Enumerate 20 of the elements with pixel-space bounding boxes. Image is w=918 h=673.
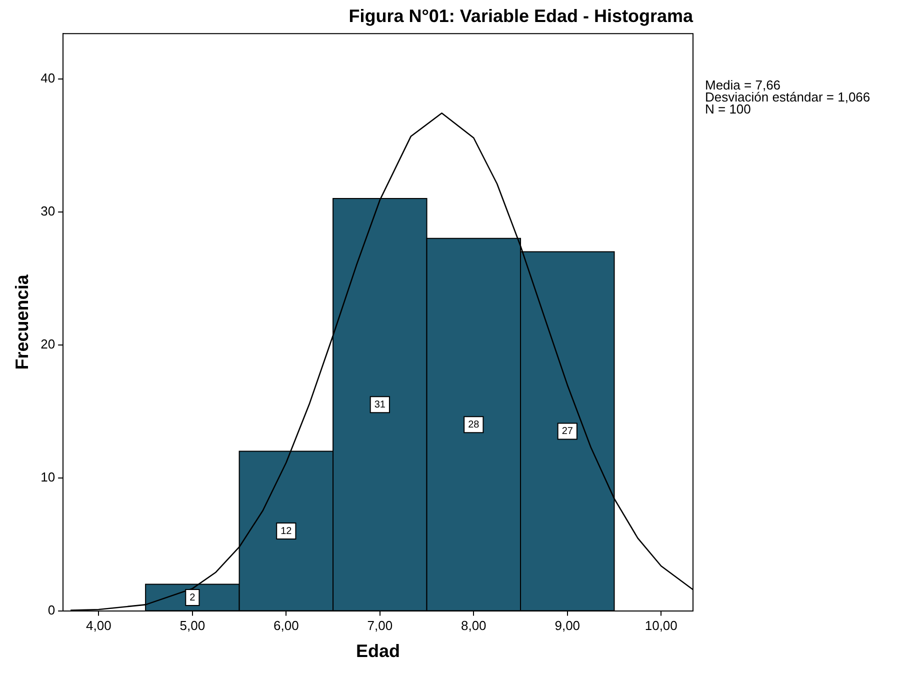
data-label: 31 <box>374 399 386 410</box>
x-tick-label: 4,00 <box>86 618 112 634</box>
x-tick-label: 7,00 <box>367 618 393 634</box>
chart-title: Figura N°01: Variable Edad - Histograma <box>348 6 694 26</box>
data-label: 27 <box>562 426 574 438</box>
x-axis-title: Edad <box>356 641 400 662</box>
x-tick-label: 9,00 <box>554 618 580 634</box>
y-tick-label: 40 <box>40 70 56 86</box>
x-tick-label: 5,00 <box>180 618 206 634</box>
x-tick-label: 6,00 <box>274 618 299 634</box>
y-tick-label: 0 <box>48 602 56 618</box>
y-tick-label: 20 <box>40 336 56 352</box>
y-tick-label: 30 <box>40 203 56 218</box>
x-tick-label: 8,00 <box>460 618 486 634</box>
y-tick-label: 10 <box>40 469 56 484</box>
data-label: 28 <box>468 419 480 430</box>
data-label: 2 <box>190 592 196 604</box>
y-axis-title: Frecuencia <box>12 274 32 370</box>
data-label: 12 <box>280 526 292 537</box>
x-tick-label: 10,00 <box>644 618 678 634</box>
